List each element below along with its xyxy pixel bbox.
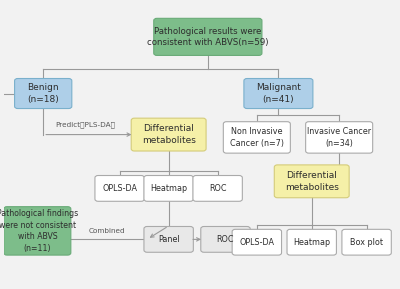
Text: Invasive Cancer
(n=34): Invasive Cancer (n=34) bbox=[307, 127, 371, 148]
Text: Pathological results were
consistent with ABVS(n=59): Pathological results were consistent wit… bbox=[147, 27, 268, 47]
FancyBboxPatch shape bbox=[306, 122, 373, 153]
Text: Panel: Panel bbox=[158, 235, 180, 244]
Text: Combined: Combined bbox=[89, 228, 126, 234]
FancyBboxPatch shape bbox=[144, 175, 193, 201]
Text: Differential
metabolites: Differential metabolites bbox=[142, 124, 196, 145]
FancyBboxPatch shape bbox=[223, 122, 290, 153]
Text: OPLS-DA: OPLS-DA bbox=[239, 238, 274, 247]
Text: Box plot: Box plot bbox=[350, 238, 383, 247]
FancyBboxPatch shape bbox=[244, 79, 313, 109]
Text: Predict（PLS-DA）: Predict（PLS-DA） bbox=[55, 122, 115, 128]
Text: OPLS-DA: OPLS-DA bbox=[102, 184, 137, 193]
FancyBboxPatch shape bbox=[95, 175, 144, 201]
FancyBboxPatch shape bbox=[144, 227, 193, 252]
Text: ROC: ROC bbox=[209, 184, 226, 193]
FancyBboxPatch shape bbox=[193, 175, 242, 201]
FancyBboxPatch shape bbox=[131, 118, 206, 151]
Text: Heatmap: Heatmap bbox=[293, 238, 330, 247]
FancyBboxPatch shape bbox=[287, 229, 336, 255]
Text: Non Invasive
Cancer (n=7): Non Invasive Cancer (n=7) bbox=[230, 127, 284, 148]
FancyBboxPatch shape bbox=[232, 229, 282, 255]
Text: Differential
metabolites: Differential metabolites bbox=[285, 171, 339, 192]
FancyBboxPatch shape bbox=[4, 207, 71, 255]
FancyBboxPatch shape bbox=[342, 229, 391, 255]
Text: Pathological findings
were not consistent
with ABVS
(n=11): Pathological findings were not consisten… bbox=[0, 209, 78, 253]
Text: Malignant
(n=41): Malignant (n=41) bbox=[256, 83, 301, 104]
FancyBboxPatch shape bbox=[154, 18, 262, 55]
FancyBboxPatch shape bbox=[201, 227, 250, 252]
Text: Heatmap: Heatmap bbox=[150, 184, 187, 193]
Text: ROC: ROC bbox=[217, 235, 234, 244]
FancyBboxPatch shape bbox=[14, 79, 72, 109]
FancyBboxPatch shape bbox=[274, 165, 349, 198]
Text: Benign
(n=18): Benign (n=18) bbox=[27, 83, 59, 104]
